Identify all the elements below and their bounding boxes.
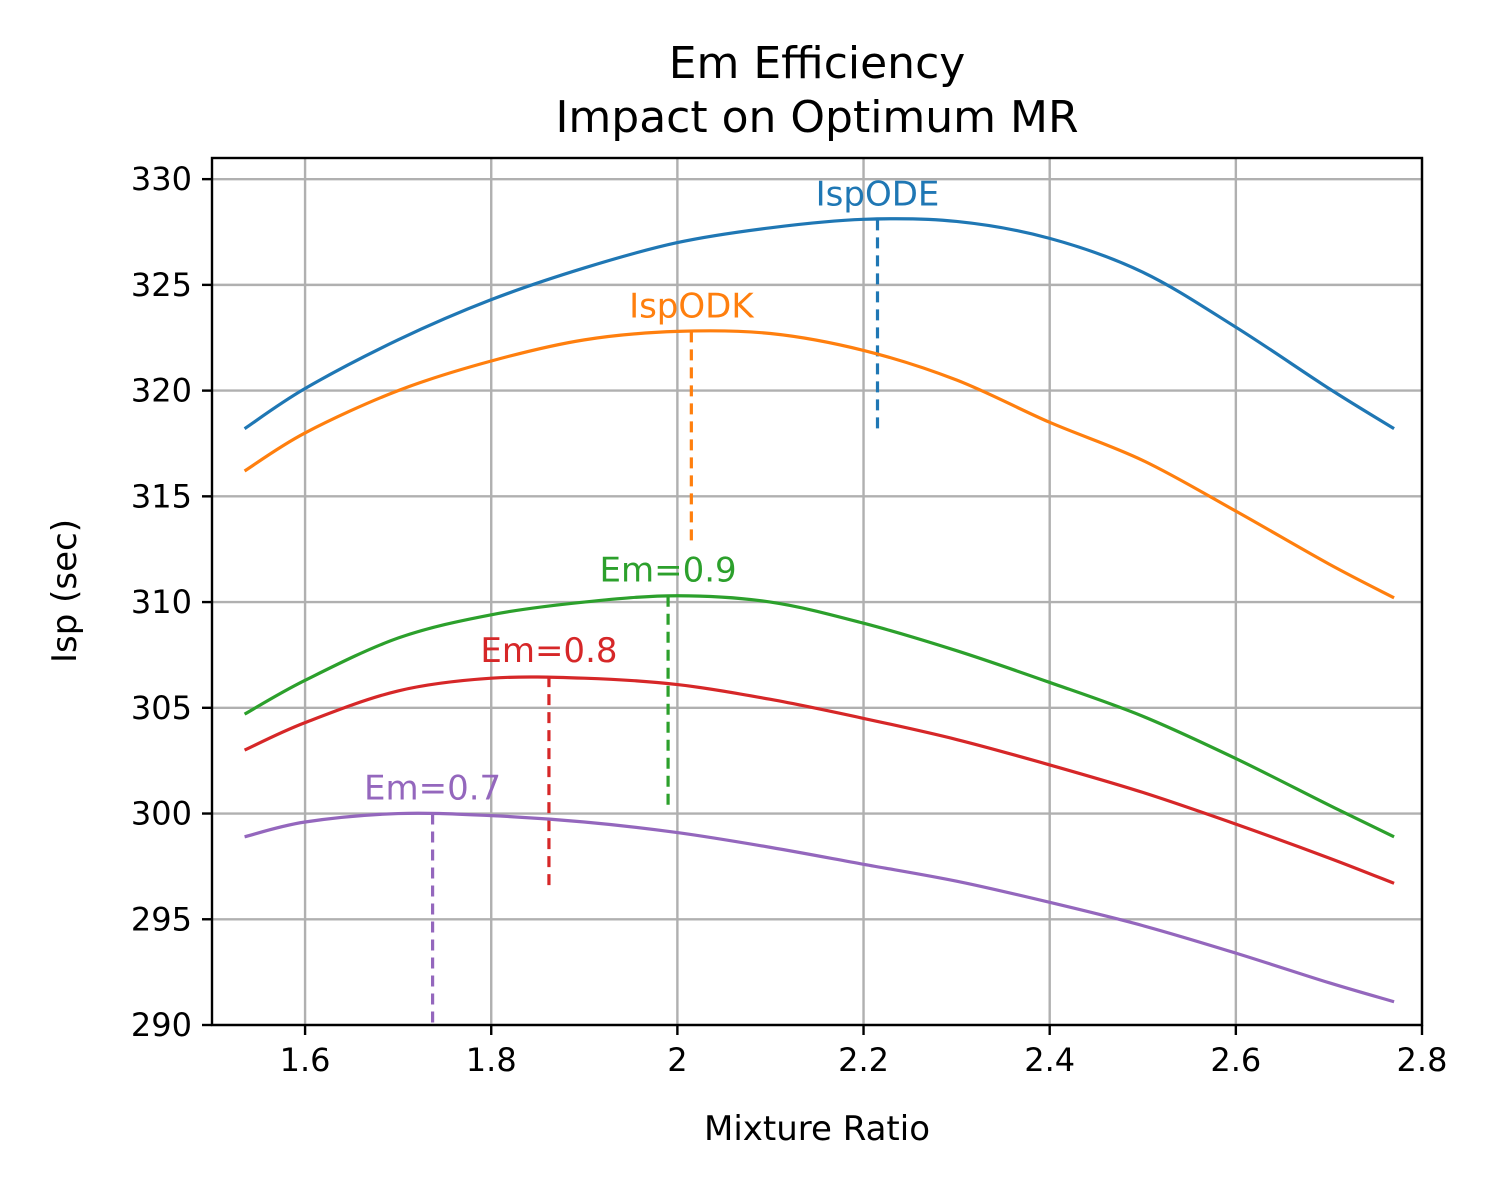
series-line-em-0-9 [243, 594, 1395, 839]
y-tick-label: 290 [131, 1006, 192, 1044]
x-tick-label: 2.6 [1210, 1041, 1261, 1079]
series-label-em-0-8: Em=0.8 [480, 631, 617, 671]
series-line-ispodk [243, 329, 1395, 600]
chart-subtitle: Impact on Optimum MR [555, 92, 1078, 143]
series-line-em-0-7 [244, 811, 1395, 1004]
y-tick-label: 305 [131, 689, 192, 727]
x-axis-label: Mixture Ratio [704, 1109, 930, 1149]
y-tick-label: 310 [131, 583, 192, 621]
series-line-em-0-8 [243, 675, 1395, 885]
x-tick-label: 2 [667, 1041, 687, 1079]
grid [212, 158, 1424, 1027]
y-axis-label: Isp (sec) [45, 519, 85, 663]
y-tick-label: 325 [131, 266, 192, 304]
annotations: IspODE IspODK Em=0.9 Em=0.8 Em=0.7 [364, 174, 939, 808]
y-tick-label: 300 [131, 795, 192, 833]
series-group [243, 217, 1395, 1025]
series-label-ispode: IspODE [816, 174, 940, 214]
x-tick-label: 2.4 [1024, 1041, 1075, 1079]
x-tick-label: 1.8 [466, 1041, 517, 1079]
series-label-ispodk: IspODK [629, 286, 755, 326]
x-tick-label: 1.6 [280, 1041, 331, 1079]
y-tick-label: 315 [131, 477, 192, 515]
x-tick-label: 2.8 [1397, 1041, 1448, 1079]
axis-ticks: 1.6 1.8 2 2.2 2.4 2.6 2.8 290 295 300 305 310 315 320… [131, 160, 1448, 1079]
y-tick-label: 295 [131, 900, 192, 938]
chart-title: Em Efficiency [669, 38, 966, 89]
series-label-em-0-9: Em=0.9 [599, 551, 736, 591]
y-tick-label: 330 [131, 160, 192, 198]
series-line-ispode [243, 217, 1395, 431]
x-tick-label: 2.2 [838, 1041, 889, 1079]
plot-frame [210, 156, 1424, 1027]
series-label-em-0-7: Em=0.7 [364, 769, 501, 809]
y-tick-label: 320 [131, 372, 192, 410]
